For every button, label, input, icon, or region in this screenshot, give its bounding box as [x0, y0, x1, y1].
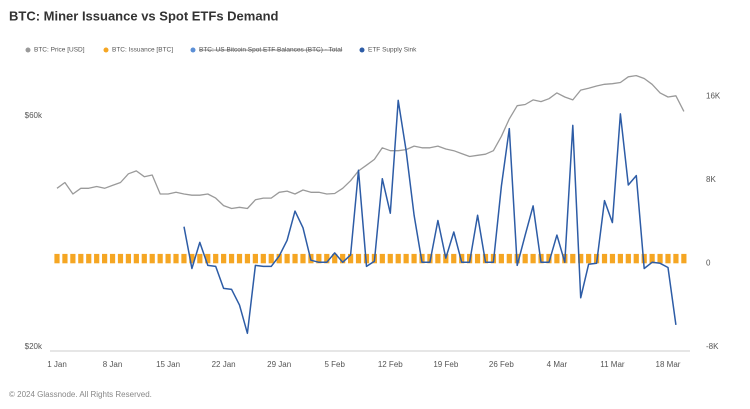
issuance-bar	[181, 253, 187, 264]
footer: © 2024 Glassnode. All Rights Reserved.	[9, 390, 152, 399]
legend-marker	[190, 47, 196, 53]
issuance-bar	[506, 253, 512, 264]
issuance-bar	[459, 253, 465, 264]
issuance-bar	[498, 253, 504, 264]
issuance-bar	[586, 253, 592, 264]
issuance-bar	[665, 253, 671, 264]
issuance-bar	[570, 253, 576, 264]
issuance-bar	[451, 253, 457, 264]
issuance-bar	[355, 253, 362, 264]
issuance-bar	[324, 253, 330, 264]
x-tick-label: 5 Feb	[324, 360, 345, 369]
issuance-bar	[260, 253, 266, 264]
issuance-bar	[578, 253, 584, 264]
issuance-bar	[78, 253, 84, 264]
issuance-bar	[332, 253, 338, 264]
x-tick-label: 22 Jan	[212, 360, 236, 369]
issuance-bar	[70, 253, 76, 264]
issuance-bar	[395, 253, 401, 264]
issuance-bar	[546, 253, 552, 264]
legend-marker	[25, 47, 31, 53]
y-tick-label: -8K	[706, 342, 719, 351]
issuance-bar	[657, 253, 663, 264]
issuance-bar	[379, 253, 385, 264]
issuance-bar	[149, 253, 155, 264]
issuance-bar	[236, 253, 243, 264]
chart-title: BTC: Miner Issuance vs Spot ETFs Demand	[9, 8, 279, 23]
y-tick-label: $20k	[25, 342, 43, 351]
issuance-bar	[411, 253, 417, 264]
issuance-bar	[625, 253, 631, 264]
x-tick-label: 8 Jan	[103, 360, 123, 369]
issuance-bar	[601, 253, 608, 264]
issuance-bar	[347, 253, 354, 264]
issuance-bar	[340, 253, 346, 264]
issuance-bar	[117, 253, 124, 264]
issuance-bar	[173, 253, 179, 264]
issuance-bar	[213, 253, 219, 264]
issuance-bar	[681, 253, 687, 264]
issuance-bar	[609, 253, 616, 264]
issuance-bar	[102, 253, 108, 264]
issuance-bar	[403, 253, 409, 264]
issuance-bar	[94, 253, 100, 264]
issuance-bar	[221, 253, 227, 264]
x-tick-label: 1 Jan	[47, 360, 67, 369]
x-tick-label: 15 Jan	[156, 360, 180, 369]
issuance-bar	[86, 253, 92, 264]
issuance-bar	[276, 253, 282, 264]
issuance-bar	[205, 253, 211, 264]
issuance-bar	[633, 253, 639, 264]
series-line	[183, 99, 677, 335]
legend-marker	[359, 47, 365, 53]
issuance-bar	[141, 253, 147, 264]
issuance-bar	[165, 253, 171, 264]
issuance-bar	[530, 253, 536, 264]
issuance-bar	[62, 253, 68, 264]
issuance-bar	[641, 253, 647, 264]
issuance-bar	[474, 253, 481, 264]
y-tick-label: $60k	[25, 111, 43, 120]
x-tick-label: 19 Feb	[433, 360, 458, 369]
issuance-bar	[268, 253, 274, 264]
issuance-bar	[109, 253, 116, 264]
issuance-bar	[197, 253, 203, 264]
legend-label: BTC: Price [USD]	[34, 47, 85, 54]
issuance-bar	[228, 253, 235, 264]
x-tick-label: 18 Mar	[656, 360, 681, 369]
issuance-bar	[300, 253, 306, 264]
issuance-bar	[133, 253, 139, 264]
y-tick-label: 8K	[706, 175, 716, 184]
issuance-bar	[252, 253, 258, 264]
issuance-bar	[244, 253, 251, 264]
legend-marker	[103, 47, 109, 53]
legend-label: BTC: Issuance [BTC]	[112, 47, 173, 54]
issuance-bar	[125, 253, 132, 264]
issuance-bar	[157, 253, 163, 264]
issuance-bar	[435, 253, 441, 264]
x-tick-label: 26 Feb	[489, 360, 514, 369]
x-tick-label: 29 Jan	[267, 360, 291, 369]
x-tick-label: 11 Mar	[600, 360, 625, 369]
issuance-bar	[292, 253, 298, 264]
series-line	[56, 74, 685, 210]
issuance-bar	[54, 253, 60, 264]
issuance-bar	[316, 253, 322, 264]
issuance-bar	[617, 253, 623, 264]
y-tick-label: 16K	[706, 91, 721, 100]
issuance-bar	[554, 253, 560, 264]
issuance-bar	[522, 253, 528, 264]
legend-label: ETF Supply Sink	[368, 47, 417, 54]
issuance-bar	[387, 253, 393, 264]
issuance-bar	[649, 253, 655, 264]
issuance-bar	[673, 253, 679, 264]
issuance-bar	[189, 253, 195, 264]
y-tick-label: 0	[706, 258, 711, 267]
issuance-bar	[284, 253, 290, 264]
x-tick-label: 4 Mar	[547, 360, 568, 369]
x-tick-label: 12 Feb	[378, 360, 403, 369]
legend-label: BTC: US Bitcoin Spot ETF Balances (BTC) …	[199, 47, 343, 54]
